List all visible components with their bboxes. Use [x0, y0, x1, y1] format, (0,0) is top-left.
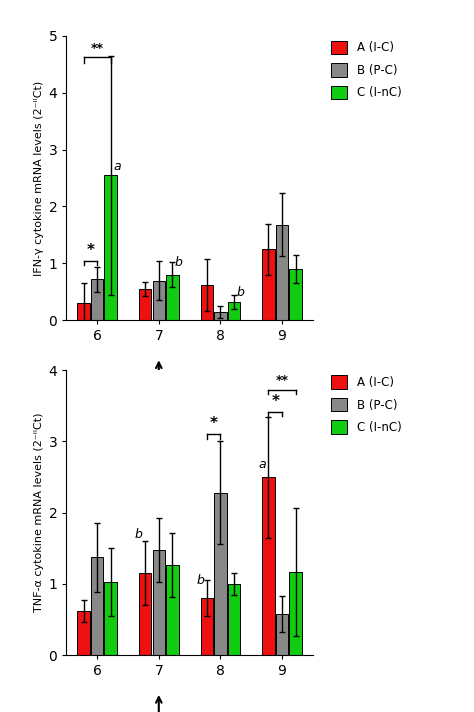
Bar [104, 582, 117, 655]
Bar [262, 249, 275, 320]
Bar [166, 275, 179, 320]
Text: a: a [113, 160, 121, 174]
Bar [91, 557, 103, 655]
Bar [276, 614, 288, 655]
Bar [201, 598, 213, 655]
Text: a: a [258, 459, 266, 471]
Bar [139, 289, 152, 320]
Text: *: * [210, 417, 218, 431]
Bar [153, 281, 165, 320]
Text: b: b [175, 256, 182, 269]
Text: b: b [237, 286, 244, 299]
Bar [289, 269, 302, 320]
Legend: A (I-C), B (P-C), C (I-nC): A (I-C), B (P-C), C (I-nC) [326, 36, 406, 104]
Bar [139, 573, 152, 655]
Bar [262, 477, 275, 655]
Text: (b): (b) [180, 451, 200, 466]
Bar [166, 565, 179, 655]
Text: b: b [135, 528, 143, 541]
Text: *: * [86, 244, 94, 258]
Bar [104, 175, 117, 320]
Bar [91, 279, 103, 320]
Bar [153, 550, 165, 655]
Bar [228, 302, 240, 320]
Bar [289, 572, 302, 655]
Bar [77, 303, 90, 320]
Bar [214, 493, 227, 655]
Bar [201, 285, 213, 320]
Text: **: ** [91, 42, 104, 55]
Y-axis label: TNF-α cytokine mRNA levels (2⁻ᴵᴵCt): TNF-α cytokine mRNA levels (2⁻ᴵᴵCt) [34, 413, 44, 612]
Bar [228, 584, 240, 655]
Bar [214, 312, 227, 320]
Text: *: * [271, 394, 279, 409]
Bar [77, 611, 90, 655]
Text: **: ** [275, 375, 289, 387]
Bar [276, 225, 288, 320]
Y-axis label: IFN-γ cytokine mRNA levels (2⁻ᴵᴵCt): IFN-γ cytokine mRNA levels (2⁻ᴵᴵCt) [34, 80, 44, 276]
Text: Months of gestation: Months of gestation [88, 406, 229, 419]
Text: b: b [197, 574, 204, 587]
Legend: A (I-C), B (P-C), C (I-nC): A (I-C), B (P-C), C (I-nC) [326, 370, 406, 439]
